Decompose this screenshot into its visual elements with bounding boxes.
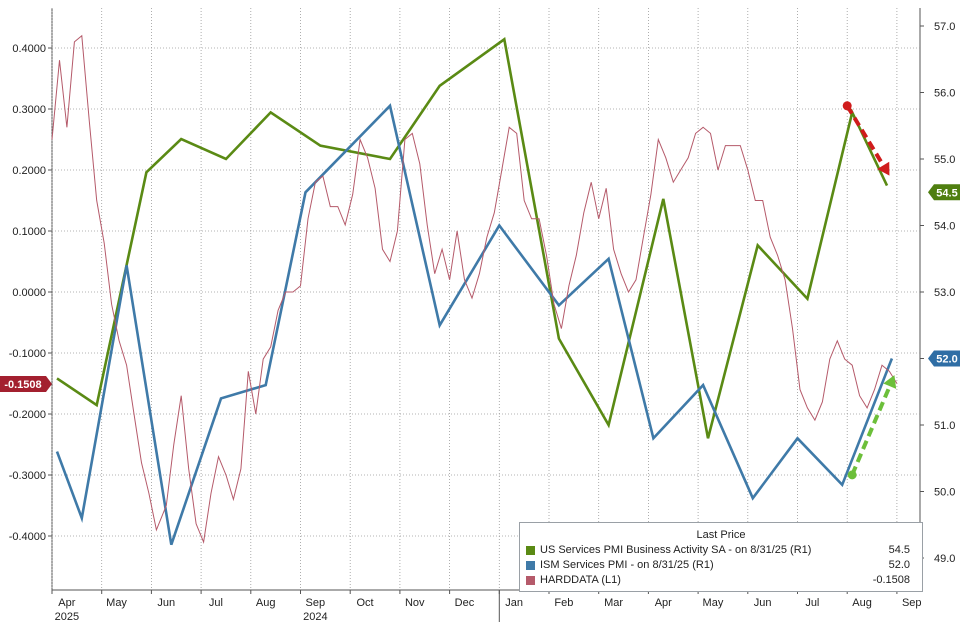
x-axis: Apr May Jun Jul Aug Sep Oct Nov Dec Jan Feb Mar Apr M… (51, 590, 922, 623)
up-arrow (850, 385, 892, 476)
left-tick-label: -0.3000 (9, 470, 46, 482)
left-value-badge-text: -0.1508 (4, 379, 41, 391)
right-tick-label: 55.0 (934, 154, 955, 166)
x-tick-label: Sep (306, 597, 326, 609)
right-tick-label: 51.0 (934, 420, 955, 432)
x-tick-label: Dec (455, 597, 475, 609)
series-layer (51, 34, 898, 546)
x-tick-label: Sep (902, 597, 922, 609)
left-tick-label: 0.1000 (12, 226, 46, 238)
right-value-badge-blue-text: 52.0 (936, 354, 957, 366)
legend-title: Last Price (696, 529, 746, 541)
x-tick-label: Apr (58, 597, 75, 609)
legend-box: Last Price US Services PMI Business Acti… (519, 522, 923, 592)
annotations (842, 101, 897, 480)
right-tick-label: 54.0 (934, 221, 955, 233)
legend-swatch-red (526, 576, 535, 585)
x-tick-label: Aug (256, 597, 276, 609)
arrow-head (883, 375, 897, 389)
x-tick-label: Feb (554, 597, 573, 609)
legend-row-us-services-pmi: US Services PMI Business Activity SA - o… (526, 543, 916, 557)
left-value-badge (0, 375, 52, 392)
arrow-head (877, 161, 890, 176)
right-tick-label: 53.0 (934, 287, 955, 299)
legend-row-harddata: HARDDATA (L1) -0.1508 (526, 573, 916, 587)
legend-label: ISM Services PMI - on 8/31/25 (R1) (540, 559, 714, 571)
down-arrow (845, 104, 885, 167)
x-tick-label: Mar (604, 597, 623, 609)
left-tick-label: 0.4000 (12, 43, 46, 55)
series-line-green (56, 37, 889, 439)
legend-row-ism-services-pmi: ISM Services PMI - on 8/31/25 (R1) 52.0 (526, 558, 916, 572)
right-tick-label: 49.0 (934, 553, 955, 565)
right-value-badge-green (928, 184, 960, 201)
legend-swatch-green (526, 546, 535, 555)
year-label: 2025 (55, 611, 79, 623)
x-tick-label: Jan (505, 597, 523, 609)
right-value-badge-green-text: 54.5 (936, 187, 957, 199)
left-tick-label: 0.0000 (12, 287, 46, 299)
x-tick-label: Nov (405, 597, 425, 609)
year-label: 2024 (303, 611, 327, 623)
x-tick-label: Apr (655, 597, 672, 609)
x-tick-label: May (703, 597, 724, 609)
x-tick-label: Jul (805, 597, 819, 609)
left-tick-label: 0.2000 (12, 165, 46, 177)
x-tick-label: Aug (852, 597, 872, 609)
right-axis: 57.0 56.0 55.0 54.0 53.0 52.0 51.0 50.0 49.0 (920, 21, 955, 565)
left-tick-label: 0.3000 (12, 104, 46, 116)
series-line-red (51, 34, 898, 544)
left-tick-label: -0.2000 (9, 409, 46, 421)
legend-label: HARDDATA (L1) (540, 574, 621, 586)
x-tick-label: Jun (157, 597, 175, 609)
left-axis: 0.4000 0.3000 0.2000 0.1000 0.0000 -0.1000 -0.… (9, 43, 52, 543)
x-tick-label: Jun (754, 597, 772, 609)
right-tick-label: 56.0 (934, 88, 955, 100)
left-tick-label: -0.1000 (9, 348, 46, 360)
grid (51, 8, 921, 591)
left-tick-label: -0.4000 (9, 531, 46, 543)
value-badges: -0.1508 54.5 52.0 (0, 184, 960, 392)
legend-swatch-blue (526, 561, 535, 570)
x-tick-label: Oct (356, 597, 373, 609)
legend-value: 52.0 (888, 559, 910, 571)
legend-value: -0.1508 (872, 574, 910, 586)
right-tick-label: 50.0 (934, 487, 955, 499)
legend-value: 54.5 (888, 544, 910, 556)
right-tick-label: 57.0 (934, 21, 955, 33)
x-tick-label: Jul (209, 597, 223, 609)
series-line-blue (55, 103, 894, 546)
x-tick-label: May (106, 597, 127, 609)
legend-label: US Services PMI Business Activity SA - o… (540, 544, 812, 556)
right-value-badge-blue (928, 350, 960, 367)
